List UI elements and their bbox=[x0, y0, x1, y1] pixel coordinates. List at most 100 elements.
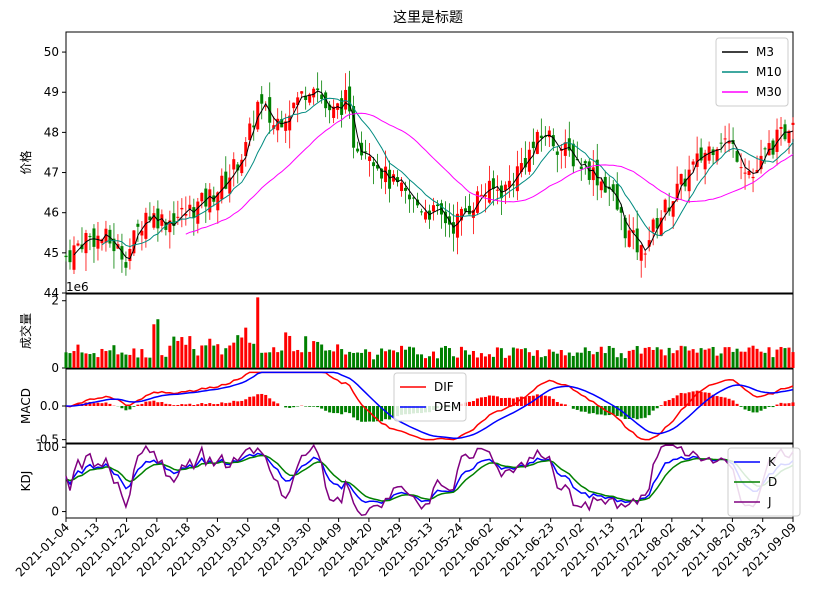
macd-bar bbox=[684, 393, 687, 406]
macd-bar bbox=[356, 406, 359, 420]
macd-bar bbox=[212, 404, 215, 406]
price-ytick-label: 48 bbox=[44, 125, 59, 139]
macd-bar bbox=[240, 401, 243, 406]
volume-bar bbox=[88, 354, 91, 368]
volume-bar bbox=[568, 353, 571, 368]
candle-body bbox=[644, 254, 647, 255]
volume-bar bbox=[480, 353, 483, 368]
volume-bar bbox=[512, 348, 515, 368]
volume-bar bbox=[228, 345, 231, 368]
volume-bar bbox=[516, 349, 519, 368]
candle-body bbox=[204, 189, 207, 207]
macd-legend-label: DIF bbox=[434, 380, 454, 394]
macd-bar bbox=[640, 406, 643, 418]
volume-bar bbox=[444, 346, 447, 368]
volume-bar bbox=[644, 348, 647, 368]
volume-bar bbox=[508, 356, 511, 368]
volume-bar bbox=[788, 348, 791, 368]
volume-bar bbox=[768, 347, 771, 368]
volume-bar bbox=[368, 352, 371, 368]
candle-body bbox=[692, 161, 695, 164]
macd-bar bbox=[744, 406, 747, 409]
macd-bar bbox=[224, 403, 227, 406]
candle-body bbox=[424, 212, 427, 219]
macd-bar bbox=[476, 398, 479, 406]
volume-bar bbox=[96, 357, 99, 368]
volume-bar bbox=[764, 353, 767, 368]
volume-bar bbox=[668, 348, 671, 368]
volume-bar bbox=[256, 297, 259, 368]
macd-bar bbox=[472, 401, 475, 406]
macd-ytick-label: 0.0 bbox=[40, 399, 59, 413]
macd-bar bbox=[324, 406, 327, 411]
candle-body bbox=[476, 191, 479, 212]
macd-bar bbox=[716, 396, 719, 406]
macd-bar bbox=[508, 398, 511, 406]
macd-bar bbox=[140, 404, 143, 406]
volume-bar bbox=[132, 348, 135, 368]
volume-bar bbox=[432, 352, 435, 368]
candle-body bbox=[232, 159, 235, 169]
macd-bar bbox=[664, 401, 667, 406]
volume-bar bbox=[356, 353, 359, 368]
price-ytick-label: 47 bbox=[44, 166, 59, 180]
volume-bar bbox=[416, 354, 419, 368]
candle-body bbox=[724, 138, 727, 139]
volume-bar bbox=[688, 351, 691, 368]
volume-ytick-label: 0 bbox=[51, 361, 59, 375]
volume-bar bbox=[724, 347, 727, 368]
d-line bbox=[66, 456, 793, 502]
volume-bar bbox=[792, 352, 795, 368]
volume-bar bbox=[296, 350, 299, 368]
macd-bar bbox=[656, 406, 659, 408]
macd-bar bbox=[592, 406, 595, 413]
macd-bar bbox=[648, 406, 651, 415]
candle-body bbox=[292, 103, 295, 108]
volume-bar bbox=[544, 356, 547, 368]
macd-bar bbox=[556, 402, 559, 406]
volume-bar bbox=[288, 336, 291, 368]
volume-bar bbox=[652, 350, 655, 368]
volume-bar bbox=[684, 346, 687, 368]
macd-bar bbox=[792, 402, 795, 406]
macd-bar bbox=[776, 405, 779, 406]
macd-bar bbox=[92, 403, 95, 406]
macd-bar bbox=[468, 402, 471, 406]
macd-bar bbox=[644, 406, 647, 418]
volume-bar bbox=[464, 350, 467, 368]
macd-bar bbox=[264, 395, 267, 406]
volume-bar bbox=[732, 352, 735, 368]
candle-body bbox=[180, 208, 183, 209]
volume-bar bbox=[468, 355, 471, 368]
volume-bar bbox=[780, 347, 783, 368]
volume-bar bbox=[188, 336, 191, 368]
volume-bar bbox=[360, 353, 363, 368]
candle-body bbox=[752, 177, 755, 178]
candle-body bbox=[580, 167, 583, 169]
volume-bar bbox=[308, 352, 311, 368]
kdj-legend-label: D bbox=[768, 475, 777, 489]
candle-body bbox=[664, 200, 667, 213]
macd-bar bbox=[704, 392, 707, 406]
macd-bar bbox=[148, 401, 151, 406]
macd-bar bbox=[784, 403, 787, 406]
volume-bar bbox=[136, 357, 139, 368]
macd-bar bbox=[552, 399, 555, 406]
macd-bar bbox=[728, 399, 731, 406]
volume-bar bbox=[168, 346, 171, 368]
volume-bar bbox=[336, 344, 339, 368]
volume-bar bbox=[180, 337, 183, 368]
volume-bar bbox=[504, 358, 507, 368]
candle-body bbox=[480, 195, 483, 196]
macd-bar bbox=[304, 406, 307, 407]
volume-bar bbox=[488, 354, 491, 368]
volume-bar bbox=[372, 359, 375, 368]
volume-bar bbox=[612, 348, 615, 368]
candle-body bbox=[792, 123, 795, 125]
candle-body bbox=[344, 90, 347, 110]
volume-bar bbox=[720, 353, 723, 368]
candle-body bbox=[764, 148, 767, 149]
macd-bar bbox=[96, 403, 99, 406]
volume-bar bbox=[364, 349, 367, 368]
volume-bar bbox=[212, 346, 215, 368]
